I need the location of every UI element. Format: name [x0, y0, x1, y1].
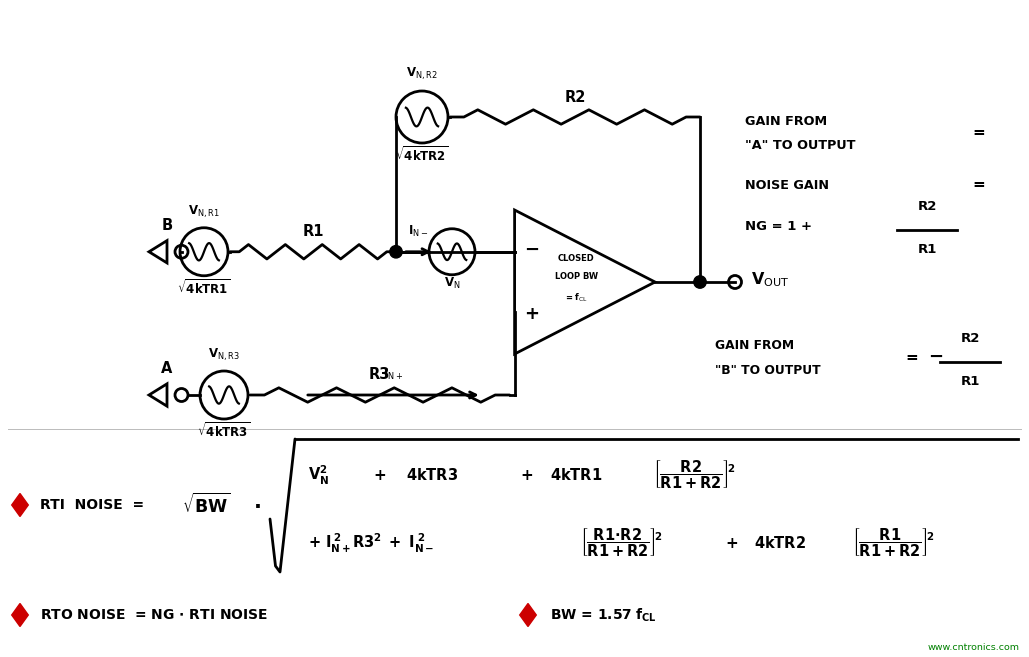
Text: = f$_{\rm CL}$: = f$_{\rm CL}$ — [565, 291, 588, 304]
Text: B: B — [162, 217, 173, 233]
Text: −: − — [525, 240, 540, 259]
Circle shape — [694, 276, 706, 288]
Text: RTI  NOISE  =: RTI NOISE = — [40, 498, 144, 512]
Text: "B" TO OUTPUT: "B" TO OUTPUT — [715, 364, 820, 377]
Text: V$_{\rm N,R3}$: V$_{\rm N,R3}$ — [208, 347, 240, 363]
Circle shape — [390, 246, 402, 258]
Text: $\mathbf{\cdot}$: $\mathbf{\cdot}$ — [253, 495, 260, 515]
Text: $\mathbf{V_N^2}$: $\mathbf{V_N^2}$ — [308, 463, 329, 487]
Text: +: + — [525, 306, 539, 323]
Text: GAIN FROM: GAIN FROM — [715, 339, 794, 352]
Text: =: = — [972, 177, 985, 192]
Text: V$_{\rm N}$: V$_{\rm N}$ — [443, 276, 460, 291]
Text: I$_{\rm N-}$: I$_{\rm N-}$ — [407, 223, 428, 238]
Text: GAIN FROM: GAIN FROM — [745, 115, 827, 128]
Text: "A" TO OUTPUT: "A" TO OUTPUT — [745, 139, 855, 152]
Text: $\left[\dfrac{\mathbf{R2}}{\mathbf{R1+R2}}\right]^{\!\mathbf{2}}$: $\left[\dfrac{\mathbf{R2}}{\mathbf{R1+R2… — [653, 459, 736, 491]
Text: R2: R2 — [564, 90, 586, 105]
Text: $\left[\dfrac{\mathbf{R1}}{\mathbf{R1+R2}}\right]^{\!\mathbf{2}}$: $\left[\dfrac{\mathbf{R1}}{\mathbf{R1+R2… — [852, 527, 935, 559]
Text: NOISE GAIN: NOISE GAIN — [745, 179, 829, 192]
Text: I$_{\rm N+}$: I$_{\rm N+}$ — [383, 367, 403, 382]
Text: $\mathbf{+}$: $\mathbf{+}$ — [725, 535, 738, 551]
Text: $\mathbf{4kTR3}$: $\mathbf{4kTR3}$ — [406, 467, 458, 483]
Polygon shape — [520, 604, 536, 627]
Text: −: − — [928, 348, 944, 366]
Text: $\mathbf{+}$: $\mathbf{+}$ — [520, 468, 533, 482]
Text: $\mathbf{4kTR1}$: $\mathbf{4kTR1}$ — [549, 467, 602, 483]
Text: NG = 1 +: NG = 1 + — [745, 220, 812, 233]
Text: R2: R2 — [960, 332, 980, 345]
Text: R1: R1 — [917, 243, 936, 256]
Text: $\sqrt{\mathbf{4kTR3}}$: $\sqrt{\mathbf{4kTR3}}$ — [198, 421, 251, 440]
Text: V$_{\rm OUT}$: V$_{\rm OUT}$ — [751, 271, 789, 289]
Polygon shape — [11, 493, 28, 516]
Text: $\mathbf{+}$: $\mathbf{+}$ — [372, 468, 386, 482]
Text: $\sqrt{\mathbf{4kTR2}}$: $\sqrt{\mathbf{4kTR2}}$ — [395, 145, 449, 164]
Text: $\mathbf{+ \ I_{N+}^{\ 2}R3^2 \ + \ I_{N-}^{\ 2}}$: $\mathbf{+ \ I_{N+}^{\ 2}R3^2 \ + \ I_{N… — [308, 532, 434, 555]
Text: =: = — [972, 125, 985, 140]
Text: V$_{\rm N,R1}$: V$_{\rm N,R1}$ — [188, 204, 220, 220]
Polygon shape — [11, 604, 28, 627]
Text: $\mathbf{4kTR2}$: $\mathbf{4kTR2}$ — [754, 535, 806, 551]
Text: R3: R3 — [369, 367, 390, 382]
Text: www.cntronics.com: www.cntronics.com — [928, 643, 1020, 652]
Text: R1: R1 — [303, 224, 324, 238]
Text: BW = 1.57 f$_{\mathbf{CL}}$: BW = 1.57 f$_{\mathbf{CL}}$ — [549, 606, 657, 623]
Text: $\sqrt{\mathbf{4kTR1}}$: $\sqrt{\mathbf{4kTR1}}$ — [177, 278, 230, 297]
Text: R1: R1 — [960, 375, 980, 388]
Text: V$_{\rm N,R2}$: V$_{\rm N,R2}$ — [406, 66, 438, 82]
Text: $\left[\dfrac{\mathbf{R1{\cdot}R2}}{\mathbf{R1+R2}}\right]^{\!\mathbf{2}}$: $\left[\dfrac{\mathbf{R1{\cdot}R2}}{\mat… — [580, 527, 663, 559]
Text: =: = — [904, 350, 918, 365]
Text: $\sqrt{\mathbf{BW}}$: $\sqrt{\mathbf{BW}}$ — [182, 493, 230, 517]
Text: A: A — [162, 361, 173, 376]
Text: LOOP BW: LOOP BW — [555, 272, 598, 281]
Text: CLOSED: CLOSED — [558, 254, 595, 263]
Text: R2: R2 — [917, 200, 936, 213]
Text: RTO NOISE  = NG $\mathbf{\cdot}$ RTI NOISE: RTO NOISE = NG $\mathbf{\cdot}$ RTI NOIS… — [40, 608, 268, 622]
